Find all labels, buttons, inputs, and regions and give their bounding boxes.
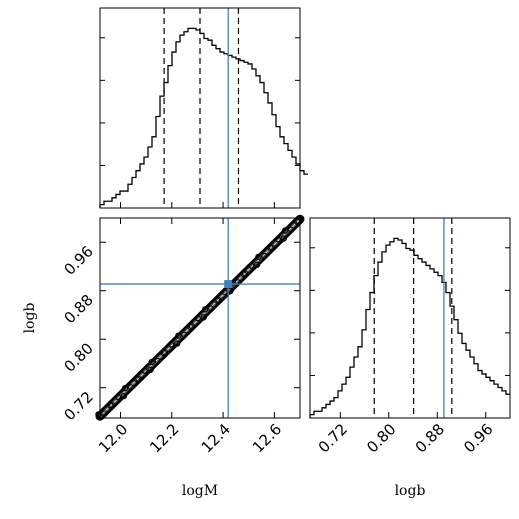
posterior-contour-sample xyxy=(281,227,289,234)
x-tick-label-logM: 12.6 xyxy=(249,420,285,456)
x-tick-label-logM: 12.2 xyxy=(146,420,182,456)
logb-histogram-marks xyxy=(309,218,510,418)
posterior-contour-sample xyxy=(287,226,295,233)
y-tick-label-logb: 0.96 xyxy=(60,242,96,278)
posterior-contour-sample xyxy=(268,244,275,251)
posterior-contour-sample xyxy=(135,375,142,382)
posterior-contour-sample xyxy=(200,314,207,321)
logb-histogram-step-line xyxy=(309,237,510,418)
x-tick-label-logM: 12.4 xyxy=(198,420,234,456)
posterior-contour-sample xyxy=(261,252,268,260)
posterior-contour-sample xyxy=(201,306,209,313)
posterior-contour-sample xyxy=(114,393,121,401)
posterior-contour-sample xyxy=(101,410,108,417)
posterior-contour-sample xyxy=(241,270,249,277)
posterior-contour-sample xyxy=(234,279,241,286)
y-tick-label-logb: 0.72 xyxy=(60,388,96,424)
panel-logb-histogram xyxy=(309,217,511,419)
posterior-contour-sample xyxy=(207,305,215,312)
posterior-contour-sample xyxy=(280,235,287,242)
posterior-contour-sample xyxy=(167,341,175,348)
posterior-contour-sample xyxy=(174,340,181,347)
posterior-contour-sample xyxy=(95,411,102,418)
logM-histogram-step-line xyxy=(99,27,308,208)
logb-histogram-frame xyxy=(309,217,511,419)
posterior-contour-sample xyxy=(188,322,195,330)
x-tick-label-logb: 0.72 xyxy=(315,420,351,456)
tick-labels: 12.0 12.2 12.4 12.6 0.72 0.80 0.88 0.96 0.72 0.80… xyxy=(60,242,496,456)
posterior-contour-sample xyxy=(254,261,261,268)
posterior-contour-sample xyxy=(181,331,188,338)
posterior-contour-sample xyxy=(127,384,135,391)
posterior-contour-sample xyxy=(221,288,228,295)
logM-logb-2d-marks xyxy=(95,214,305,421)
x-tick-label-logb: 0.88 xyxy=(412,420,448,456)
y-tick-label-logb: 0.88 xyxy=(60,291,96,327)
x-axis-label-logb: logb xyxy=(395,483,426,499)
posterior-contour-sample xyxy=(175,332,182,339)
posterior-contour-sample xyxy=(120,392,127,400)
posterior-contour-sample xyxy=(194,314,201,322)
posterior-contour-sample xyxy=(154,357,161,365)
posterior-contour-sample xyxy=(121,384,129,392)
posterior-contour-sample xyxy=(141,367,148,374)
posterior-contour-sample xyxy=(108,401,115,409)
posterior-contour-sample xyxy=(148,358,155,366)
x-tick-label-logb: 0.96 xyxy=(460,420,496,456)
posterior-contour-sample xyxy=(147,366,154,373)
posterior-contour-sample xyxy=(215,296,222,303)
logM-histogram-marks xyxy=(99,8,308,208)
panel-logM-logb-2d xyxy=(95,214,305,421)
posterior-contour-sample xyxy=(255,253,262,260)
posterior-contour-sample xyxy=(247,262,255,269)
x-axis-label-logM: logM xyxy=(182,483,218,499)
panel-logM-histogram xyxy=(99,7,308,209)
y-axis-label-logb: logb xyxy=(22,303,38,334)
x-tick-label-logb: 0.80 xyxy=(363,420,399,456)
x-tick-label-logM: 12.0 xyxy=(95,420,131,456)
logM-logb-2d-frame xyxy=(99,217,301,419)
posterior-contour-sample xyxy=(274,236,281,243)
truth-marker xyxy=(224,280,233,289)
posterior-contour-sample xyxy=(161,349,169,356)
logM-histogram-frame xyxy=(99,7,301,209)
y-tick-label-logb: 0.80 xyxy=(60,339,96,375)
